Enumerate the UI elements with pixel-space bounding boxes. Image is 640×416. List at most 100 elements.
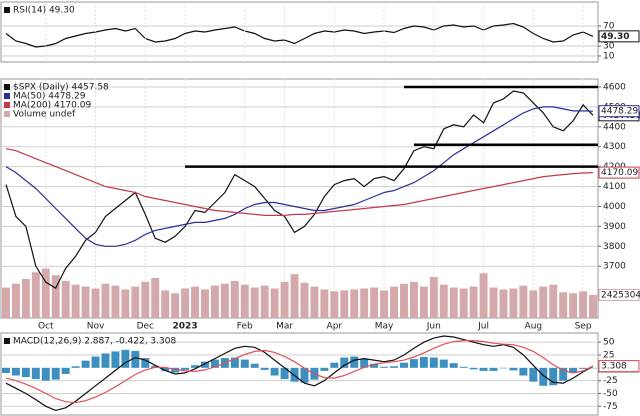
x-tick-label: May: [375, 322, 394, 332]
y-tick-label: 4300: [603, 142, 626, 152]
bar: [11, 367, 20, 376]
bar: [589, 294, 598, 318]
y-tick-label: -25: [603, 376, 618, 386]
bar: [370, 363, 379, 368]
bar: [479, 273, 488, 318]
bar: [91, 288, 100, 318]
bar: [330, 362, 339, 368]
current-value-label: 49.30: [601, 32, 629, 42]
bar: [290, 274, 299, 318]
bar: [270, 288, 279, 318]
bar: [549, 367, 558, 386]
bar: [280, 367, 289, 380]
bar: [81, 286, 90, 318]
bar: [300, 282, 309, 318]
bar: [569, 367, 578, 373]
x-tick-label: Aug: [525, 322, 543, 332]
x-tick-label: Apr: [327, 322, 343, 332]
legend-label: MA(200) 4170.09: [13, 101, 91, 111]
bar: [479, 367, 488, 371]
x-tick-label: Feb: [237, 322, 253, 332]
bar: [41, 268, 50, 318]
bar: [240, 284, 249, 318]
bar: [559, 367, 568, 381]
y-tick-label: 10: [603, 52, 615, 62]
bar: [380, 290, 389, 318]
bar: [250, 287, 259, 318]
bar: [171, 367, 180, 373]
y-tick-label: 4400: [603, 122, 626, 132]
y-tick-label: 25: [603, 350, 614, 360]
bar: [181, 367, 190, 370]
bar: [429, 357, 438, 368]
bar: [469, 367, 478, 370]
bar: [131, 286, 140, 318]
line: [5, 90, 594, 289]
bar: [31, 272, 40, 318]
bar: [200, 289, 209, 318]
bar: [519, 285, 528, 318]
bar: [489, 287, 498, 318]
bar: [310, 286, 319, 318]
x-tick-label: Dec: [137, 322, 154, 332]
bar: [459, 366, 468, 368]
panel-frame: [0, 1, 599, 63]
y-tick-label: 4100: [603, 182, 626, 192]
bar: [340, 290, 349, 318]
bar: [399, 283, 408, 318]
bar: [141, 281, 150, 318]
line: [5, 335, 594, 412]
bar: [539, 367, 548, 386]
bar: [11, 283, 20, 318]
bar: [429, 277, 438, 318]
bar: [529, 367, 538, 382]
y-tick-label: -50: [603, 389, 618, 399]
bar: [399, 362, 408, 368]
bar: [200, 361, 209, 368]
bar: [151, 278, 160, 318]
bar: [240, 359, 249, 368]
line: [5, 340, 594, 404]
legend-swatch: [4, 84, 10, 90]
bar: [449, 287, 458, 318]
bar: [230, 280, 239, 318]
bar: [210, 285, 219, 318]
bar: [191, 286, 200, 318]
bar: [459, 288, 468, 318]
bar: [370, 287, 379, 318]
bar: [260, 285, 269, 318]
bar: [101, 353, 110, 368]
bar: [320, 367, 329, 371]
bar: [21, 278, 30, 318]
current-value-box: [598, 288, 640, 301]
bar: [380, 366, 389, 368]
bar: [409, 359, 418, 368]
y-tick-label: 4600: [603, 82, 626, 92]
bar: [350, 289, 359, 318]
bar: [390, 366, 399, 368]
x-tick-label: Oct: [38, 322, 54, 332]
bar: [280, 281, 289, 318]
bar: [360, 288, 369, 318]
bar: [270, 367, 279, 376]
bar: [489, 367, 498, 371]
current-value-box: [598, 360, 640, 373]
bar: [51, 367, 60, 380]
bar: [499, 367, 508, 369]
current-value-box: [598, 30, 640, 43]
bar: [439, 284, 448, 318]
line: [5, 148, 594, 216]
y-tick-label: 30: [603, 42, 615, 52]
bar: [350, 356, 359, 368]
bar: [449, 363, 458, 368]
line: [5, 22, 594, 48]
bar: [111, 351, 120, 368]
bar: [81, 360, 90, 368]
current-value-box: [598, 105, 640, 118]
bar: [509, 288, 518, 318]
y-tick-label: 50: [603, 338, 615, 348]
bar: [51, 275, 60, 318]
bar: [250, 363, 259, 368]
bar: [91, 356, 100, 368]
bar: [300, 367, 309, 383]
